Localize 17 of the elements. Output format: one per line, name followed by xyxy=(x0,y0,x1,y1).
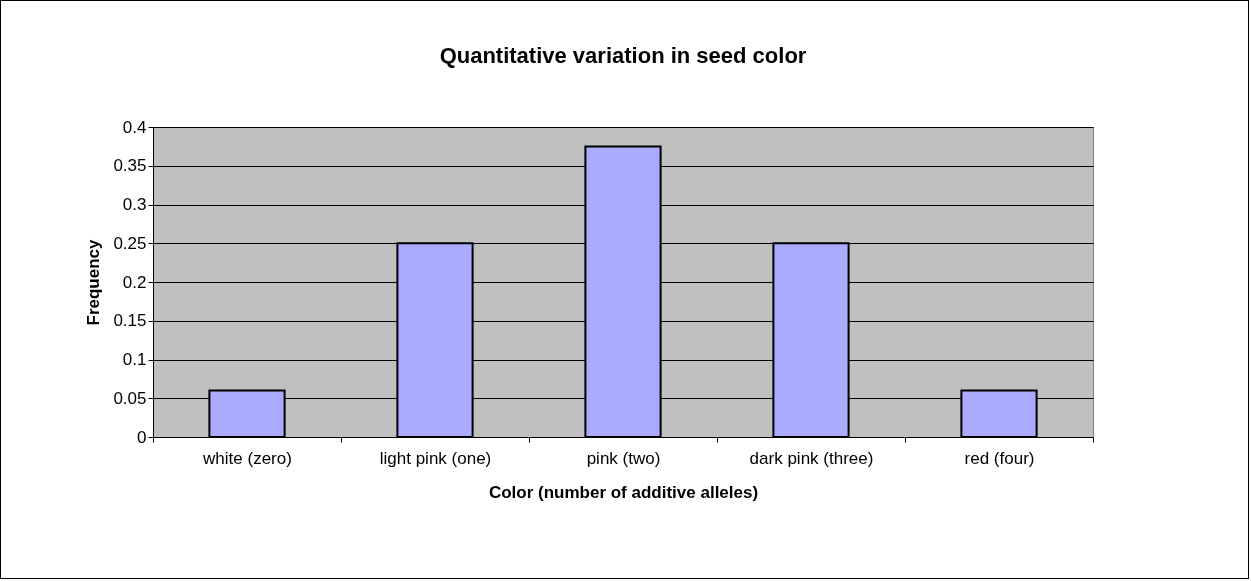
x-tick-label: white (zero) xyxy=(202,448,292,468)
y-tick-label: 0.3 xyxy=(122,195,147,214)
y-tick-label: 0.05 xyxy=(113,388,147,408)
y-axis-title: Frequency xyxy=(84,238,104,326)
x-tick-label: pink (two) xyxy=(586,448,661,468)
y-tick-label: 0.4 xyxy=(122,117,147,137)
x-axis-title: Color (number of additive alleles) xyxy=(488,482,759,502)
x-tick-label: dark pink (three) xyxy=(749,448,874,468)
y-tick-label: 0 xyxy=(137,427,147,447)
x-tick-label: light pink (one) xyxy=(379,448,492,468)
chart-title: Quantitative variation in seed color xyxy=(439,43,807,68)
y-tick-label: 0.1 xyxy=(122,350,147,369)
y-tick-label: 0.25 xyxy=(113,233,147,253)
y-tick-label: 0.35 xyxy=(113,156,147,176)
y-tick-label: 0.15 xyxy=(113,311,147,331)
x-tick-label: red (four) xyxy=(964,448,1035,468)
y-tick-label: 0.2 xyxy=(122,272,147,292)
